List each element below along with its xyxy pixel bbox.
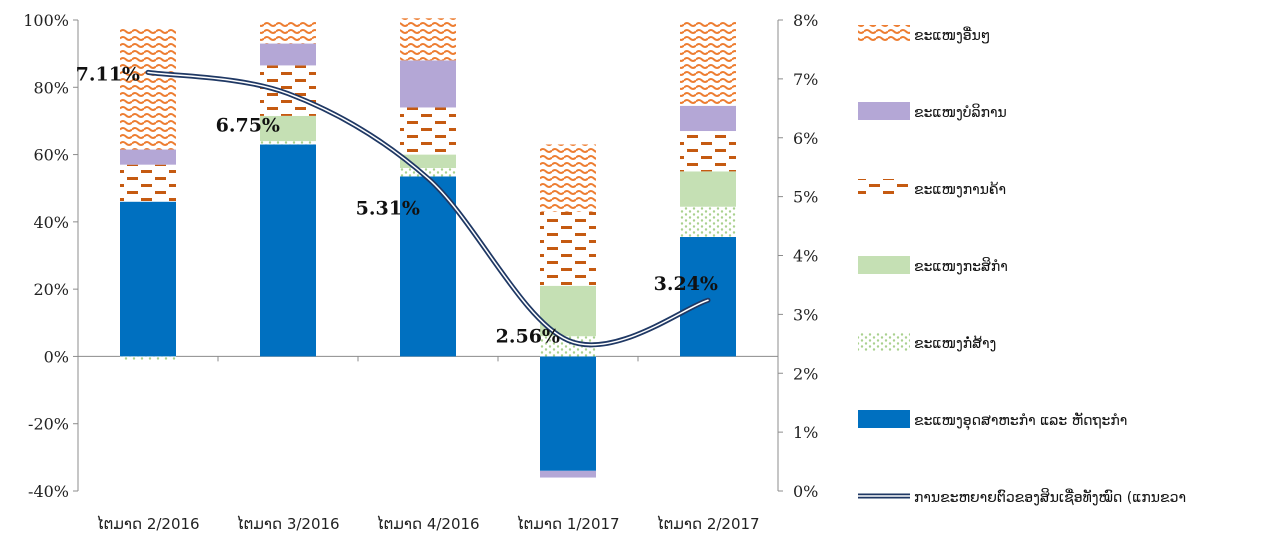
line-data-label: 2.56% [496, 325, 560, 347]
right-tick-label: 8% [793, 11, 818, 30]
bar-segment [120, 149, 176, 165]
axes: -40% -20% 0% 20% 40% 60% 80% 100% 0% 1% 2% 3% 4% 5% 6%… [23, 11, 818, 533]
right-tick-label: 5% [793, 188, 818, 207]
left-tick-label: 80% [33, 78, 69, 97]
category-label: ໄຕມາດ 3/2016 [236, 514, 339, 533]
left-tick-label: -40% [28, 482, 69, 501]
bar-segment [260, 115, 316, 142]
left-tick-label: 20% [33, 280, 69, 299]
bar-segment [260, 21, 316, 44]
bar-segment [400, 176, 456, 357]
bar-segment [260, 141, 316, 145]
right-tick-label: 1% [793, 423, 818, 442]
legend-label: ຂະແໜງການຄ້າ [914, 181, 1006, 198]
legend-label: ຂະແໜງບໍລິການ [914, 103, 1007, 121]
right-tick-label: 7% [793, 70, 818, 89]
line-data-label: 5.31% [356, 197, 420, 219]
legend-swatch [858, 410, 910, 428]
right-tick-label: 0% [793, 482, 818, 501]
bar-segment [260, 65, 316, 116]
bar-segment [120, 201, 176, 357]
left-tick-label: 40% [33, 213, 69, 232]
category-label: ໄຕມາດ 2/2016 [96, 514, 199, 533]
bar-segment [260, 43, 316, 66]
right-tick-label: 4% [793, 247, 818, 266]
bar-segment [680, 105, 736, 132]
legend-swatch [858, 333, 910, 351]
bar-segment [400, 168, 456, 177]
bar-segment [540, 211, 596, 286]
bar-segment [540, 336, 596, 357]
bar-segment [120, 164, 176, 202]
left-tick-label: 60% [33, 146, 69, 165]
category-label: ໄຕມາດ 4/2016 [376, 514, 479, 533]
bar-segment [680, 236, 736, 357]
bar-segment [680, 131, 736, 172]
bar-segment [120, 28, 176, 150]
legend: ຂະແໜງອື່ນໆຂະແໜງບໍລິການຂະແໜງການຄ້າຂະແໜງກະ… [858, 25, 1186, 506]
bar-segment [400, 107, 456, 155]
legend-swatch [858, 179, 910, 197]
legend-label: ຂະແໜງກະສິກຳ [914, 257, 1008, 275]
bar-segment [540, 470, 596, 478]
left-tick-label: -20% [28, 415, 69, 434]
legend-label: ການຂະຫຍາຍຕົວຂອງສິນເຊື່ອທັງໝົດ (ແກນຂວາ [914, 488, 1186, 506]
bar-segment [680, 20, 736, 106]
category-label: ໄຕມາດ 2/2017 [656, 514, 759, 533]
bar-segment [120, 356, 176, 360]
legend-label: ຂະແໜງກໍ່ສ້າງ [914, 335, 996, 352]
left-tick-label: 100% [23, 11, 69, 30]
growth-line-inner [147, 71, 709, 346]
bars [120, 18, 736, 478]
data-labels: 7.11% 6.75% 5.31% 2.56% 3.24% [76, 63, 718, 347]
legend-swatch [858, 256, 910, 274]
category-label: ໄຕມາດ 1/2017 [516, 514, 619, 533]
bar-segment [400, 60, 456, 108]
bar-segment [540, 356, 596, 471]
legend-swatch [858, 25, 910, 43]
legend-swatch [858, 102, 910, 120]
line-data-label: 3.24% [654, 273, 718, 295]
bar-segment [260, 144, 316, 357]
bar-segment [680, 206, 736, 237]
right-tick-label: 6% [793, 129, 818, 148]
bar-segment [680, 171, 736, 207]
right-tick-label: 3% [793, 305, 818, 324]
legend-label: ຂະແໜງອື່ນໆ [914, 26, 990, 44]
bar-segment [400, 18, 456, 61]
legend-label: ຂະແໜງອຸດສາຫະກຳ ແລະ ຫັດຖະກຳ [914, 413, 1127, 430]
line-data-label: 7.11% [76, 63, 140, 85]
left-tick-label: 0% [44, 347, 69, 366]
right-tick-label: 2% [793, 364, 818, 383]
growth-line [145, 69, 711, 348]
bar-segment [540, 144, 596, 212]
line-data-label: 6.75% [216, 115, 280, 137]
